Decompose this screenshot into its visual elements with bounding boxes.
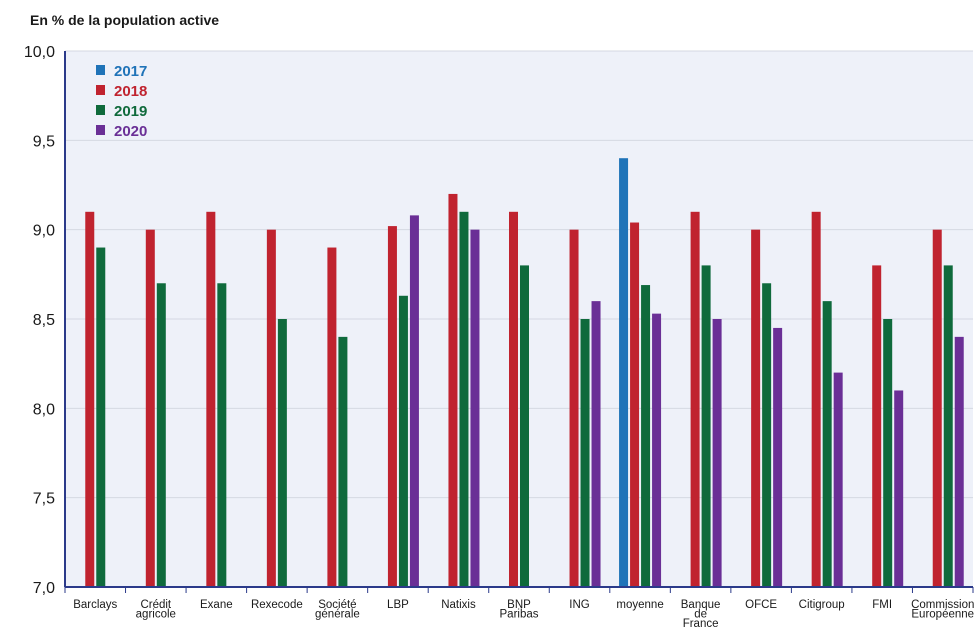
legend-label-2020: 2020 [114, 123, 147, 140]
x-category-label: de [694, 609, 707, 621]
x-category-label: Exane [200, 599, 233, 611]
legend-label-2019: 2019 [114, 103, 147, 120]
bar-2018 [751, 229, 761, 587]
x-category-label: Paribas [500, 609, 539, 621]
bar-2020 [409, 215, 419, 587]
bar-2019 [156, 283, 166, 587]
bar-2020 [712, 319, 722, 587]
x-category-label: Commission [911, 599, 974, 611]
bar-2018 [85, 211, 95, 588]
bar-2020 [894, 390, 904, 587]
bar-2020 [773, 327, 783, 587]
bar-2019 [520, 265, 529, 587]
x-category-label: générale [315, 609, 360, 621]
legend: 2017 2018 2019 2020 [96, 63, 147, 140]
x-category-label: Rexecode [251, 599, 303, 611]
x-category-label: ING [569, 599, 590, 611]
bar-2018 [630, 222, 640, 587]
x-category-label: France [683, 618, 719, 627]
x-category-label: Citigroup [799, 599, 845, 611]
bar-2019 [459, 211, 469, 588]
bar-2019 [822, 301, 832, 587]
y-tick-label: 10,0 [24, 44, 55, 61]
bar-2018 [509, 211, 518, 588]
x-category-label: LBP [387, 599, 409, 611]
x-category-label: agricole [136, 609, 176, 621]
x-category-label: Crédit [140, 599, 171, 611]
bar-2020 [954, 336, 964, 587]
bar-2018 [872, 265, 882, 587]
bar-2019 [217, 283, 227, 587]
axes [64, 51, 974, 593]
bar-2019 [338, 336, 348, 587]
bar-2020 [652, 313, 662, 587]
legend-swatch-2020 [96, 125, 105, 135]
x-category-label: Natixis [441, 599, 476, 611]
x-category-label: Européenne [911, 609, 974, 621]
y-axis-label: En % de la population active [30, 12, 220, 28]
bar-2018 [206, 211, 216, 588]
legend-swatch-2017 [96, 65, 105, 75]
legend-swatch-2018 [96, 85, 105, 95]
y-tick-labels: 7,0 7,5 8,0 8,5 9,0 9,5 10,0 [24, 44, 55, 597]
bar-2018 [690, 211, 700, 588]
bar-2019 [943, 265, 953, 587]
bar-2018 [932, 229, 942, 587]
bar-2020 [470, 229, 480, 587]
bar-2019 [701, 265, 711, 587]
bar-2020 [591, 301, 601, 587]
bar-2018 [448, 193, 458, 587]
bar-2019 [580, 319, 590, 587]
bar-2018 [266, 229, 276, 587]
bar-2018 [387, 226, 397, 588]
x-category-label: FMI [872, 599, 892, 611]
y-tick-label: 8,5 [33, 312, 55, 329]
x-category-label: moyenne [616, 599, 663, 611]
legend-label-2017: 2017 [114, 63, 147, 80]
x-category-label: Société [318, 599, 356, 611]
x-category-label: Banque [681, 599, 721, 611]
bar-2018 [569, 229, 579, 587]
y-tick-label: 9,0 [33, 223, 55, 240]
y-tick-label: 9,5 [33, 133, 55, 150]
gridlines [65, 50, 973, 499]
y-tick-label: 7,0 [33, 580, 55, 597]
y-tick-label: 8,0 [33, 401, 55, 418]
bar-2017 [619, 158, 629, 587]
bar-2019 [398, 295, 408, 587]
x-category-label: BNP [507, 599, 531, 611]
x-category-label: Barclays [73, 599, 117, 611]
legend-label-2018: 2018 [114, 83, 147, 100]
bar-2018 [327, 247, 337, 588]
bar-2019 [883, 319, 893, 587]
bar-2019 [277, 319, 287, 587]
bar-2018 [145, 229, 155, 587]
bar-2019 [762, 283, 772, 587]
bars [85, 158, 964, 588]
x-category-label: OFCE [745, 599, 777, 611]
bar-2019 [96, 247, 106, 588]
bar-2019 [641, 285, 651, 587]
bar-2018 [811, 211, 821, 588]
y-tick-label: 7,5 [33, 491, 55, 508]
legend-swatch-2019 [96, 105, 105, 115]
bar-2020 [833, 372, 843, 587]
